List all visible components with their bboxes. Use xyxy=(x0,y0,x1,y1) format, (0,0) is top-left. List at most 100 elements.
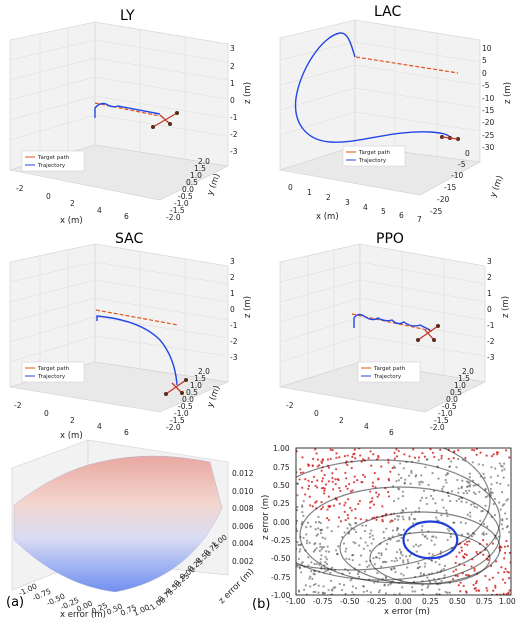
y-tick: 0.50 xyxy=(273,481,290,490)
scatter-point xyxy=(465,501,468,504)
scatter-point xyxy=(414,475,417,478)
scatter-point xyxy=(402,467,405,470)
panel-a-surface: 0.012 0.010 0.008 0.006 0.004 0.002 -1.0… xyxy=(6,439,256,618)
scatter-point xyxy=(408,516,411,519)
scatter-point xyxy=(337,525,340,528)
scatter-point xyxy=(499,508,502,511)
z-tick: 0 xyxy=(230,96,235,105)
scatter-point xyxy=(408,518,411,521)
scatter-point xyxy=(354,522,357,525)
scatter-point xyxy=(311,577,314,580)
scatter-point xyxy=(315,452,318,455)
scatter-point xyxy=(389,521,392,524)
scatter-point xyxy=(307,479,310,483)
scatter-point xyxy=(431,451,435,454)
scatter-point xyxy=(425,458,428,461)
pane-left xyxy=(9,21,96,171)
scatter-point xyxy=(391,529,395,532)
scatter-point xyxy=(398,548,401,551)
z-tick-labels: 3 2 1 0 -1 -2 -3 xyxy=(487,257,495,362)
scatter-point xyxy=(457,491,460,494)
scatter-point xyxy=(507,484,510,487)
scatter-point xyxy=(393,457,396,460)
scatter-point xyxy=(299,548,302,551)
scatter-point xyxy=(491,454,494,458)
scatter-point xyxy=(454,561,457,565)
z-tick: 1 xyxy=(230,79,235,88)
scatter-point xyxy=(296,482,299,485)
scatter-point xyxy=(298,550,301,553)
scatter-point xyxy=(301,511,304,514)
scatter-point xyxy=(396,515,399,518)
scatter-point xyxy=(320,507,323,511)
scatter-point xyxy=(420,496,424,499)
scatter-point xyxy=(423,535,426,538)
scatter-point xyxy=(306,539,309,542)
scatter-point xyxy=(438,588,441,591)
x-tick: 0.25 xyxy=(422,597,439,606)
scatter-point xyxy=(357,575,361,578)
scatter-point xyxy=(420,529,424,532)
scatter-point xyxy=(403,453,406,456)
scatter-point xyxy=(412,545,415,548)
trajectory-line xyxy=(96,315,178,386)
scatter-point xyxy=(424,562,427,565)
x-tick: 6 xyxy=(399,211,404,220)
x-tick: 7 xyxy=(417,215,422,224)
legend-label: Trajectory xyxy=(37,374,66,380)
scatter-point xyxy=(305,533,308,536)
z-tick: -15 xyxy=(482,106,494,115)
scatter-point xyxy=(396,540,399,543)
y-tick: -2.0 xyxy=(166,423,181,432)
scatter-point xyxy=(485,532,488,535)
scatter-point xyxy=(427,584,430,587)
legend: Target path Trajectory xyxy=(357,361,421,383)
scatter-point xyxy=(393,451,396,454)
scatter-point xyxy=(503,570,506,574)
scatter-point xyxy=(418,565,422,568)
scatter-point xyxy=(421,452,424,455)
scatter-point xyxy=(485,586,488,590)
scatter-point xyxy=(335,468,338,471)
scatter-point xyxy=(508,577,511,580)
y-tick: -0.5 xyxy=(442,402,457,411)
y-tick: -15 xyxy=(444,183,456,192)
scatter-point xyxy=(477,589,480,592)
scatter-point xyxy=(316,479,319,482)
scatter-point xyxy=(429,581,432,584)
scatter-point xyxy=(319,561,322,564)
scatter-point xyxy=(387,495,391,498)
scatter-point xyxy=(375,518,378,521)
scatter-point xyxy=(383,560,386,564)
scatter-point xyxy=(314,528,317,531)
y-tick: 0.25 xyxy=(273,499,290,508)
scatter-point xyxy=(296,509,299,512)
scatter-point xyxy=(500,566,503,569)
scatter-point xyxy=(458,497,461,501)
plot-title: PPO xyxy=(376,231,404,247)
z-tick: 0.012 xyxy=(232,469,254,478)
scatter-point xyxy=(345,557,348,560)
end-marker xyxy=(171,382,183,394)
scatter-point xyxy=(393,466,397,469)
scatter-point xyxy=(371,534,374,537)
scatter-point xyxy=(483,476,486,479)
scatter-point xyxy=(365,589,369,593)
scatter-point xyxy=(370,529,373,532)
scatter-point xyxy=(324,555,327,559)
scatter-point xyxy=(401,495,405,498)
scatter-point xyxy=(344,592,347,595)
scatter-point xyxy=(423,455,427,458)
z-tick: 10 xyxy=(482,44,492,53)
scatter-point xyxy=(385,527,388,530)
scatter-point xyxy=(312,457,315,460)
scatter-point xyxy=(463,543,467,546)
y-tick-labels: -2.0 -1.5 -1.0 -0.5 0.0 0.5 1.0 1.5 2.0 xyxy=(166,367,210,432)
panel-ppo: PPO 3 2 1 0 -1 -2 -3 z (m) -2 0 2 4 6 -2… xyxy=(279,231,511,437)
pane-floor xyxy=(279,145,481,196)
scatter-point xyxy=(465,591,468,594)
y-tick: 2.0 xyxy=(198,367,210,376)
panel-sac: SAC 3 2 1 0 -1 -2 -3 z (m) -2 0 2 4 6 x … xyxy=(9,231,253,441)
scatter-point xyxy=(346,454,349,457)
scatter-point xyxy=(369,591,372,594)
